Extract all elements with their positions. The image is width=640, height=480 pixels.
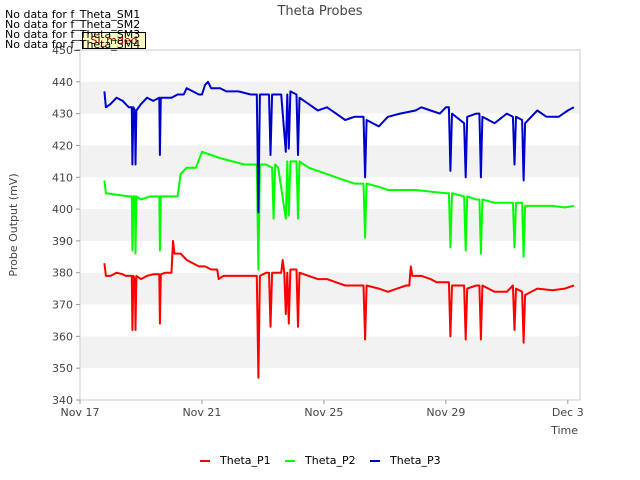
y-tick-label: 450 bbox=[52, 44, 73, 57]
grid-band bbox=[80, 145, 580, 178]
y-tick-label: 390 bbox=[52, 235, 73, 248]
no-data-message-1: No data for f_Theta_SM1 bbox=[5, 8, 141, 21]
series-line-theta-p3 bbox=[103, 80, 575, 214]
legend-label-theta-p1: Theta_P1 bbox=[219, 454, 271, 467]
legend-label-theta-p2: Theta_P2 bbox=[304, 454, 356, 467]
series-line-theta-p1 bbox=[103, 239, 575, 379]
y-tick-label: 340 bbox=[52, 394, 73, 407]
x-tick-label: Nov 21 bbox=[182, 406, 221, 419]
y-tick-label: 380 bbox=[52, 267, 73, 280]
grid-band bbox=[80, 272, 580, 305]
y-tick-label: 420 bbox=[52, 139, 73, 152]
x-tick-label: Nov 25 bbox=[304, 406, 343, 419]
no-data-message-2: No data for f_Theta_SM2 bbox=[5, 18, 141, 31]
y-axis-label: Probe Output (mV) bbox=[7, 173, 20, 276]
legend-label-theta-p3: Theta_P3 bbox=[389, 454, 441, 467]
y-tick-label: 440 bbox=[52, 76, 73, 89]
chart-title: Theta Probes bbox=[276, 4, 362, 19]
x-tick-label: Dec 3 bbox=[552, 406, 584, 419]
y-tick-label: 350 bbox=[52, 362, 73, 375]
series-line-theta-p2 bbox=[103, 150, 575, 271]
grid-band bbox=[80, 336, 580, 369]
plot-area-frame bbox=[79, 49, 581, 401]
y-tick-label: 410 bbox=[52, 171, 73, 184]
site-badge: SI_mded bbox=[82, 32, 146, 49]
x-axis-label: Time bbox=[550, 424, 578, 437]
legend: Theta_P1 Theta_P2 Theta_P3 bbox=[200, 454, 441, 467]
y-tick-label: 360 bbox=[52, 330, 73, 343]
x-tick-label: Nov 17 bbox=[61, 406, 100, 419]
y-tick-label: 370 bbox=[52, 299, 73, 312]
x-tick-label: Nov 29 bbox=[426, 406, 465, 419]
no-data-message-3: No data for f_Theta_SM3 bbox=[5, 28, 141, 41]
grid-band bbox=[80, 209, 580, 241]
no-data-message-4: No data for f_Theta_SM4 bbox=[5, 38, 141, 51]
y-tick-label: 400 bbox=[52, 203, 73, 216]
y-tick-label: 430 bbox=[52, 108, 73, 121]
